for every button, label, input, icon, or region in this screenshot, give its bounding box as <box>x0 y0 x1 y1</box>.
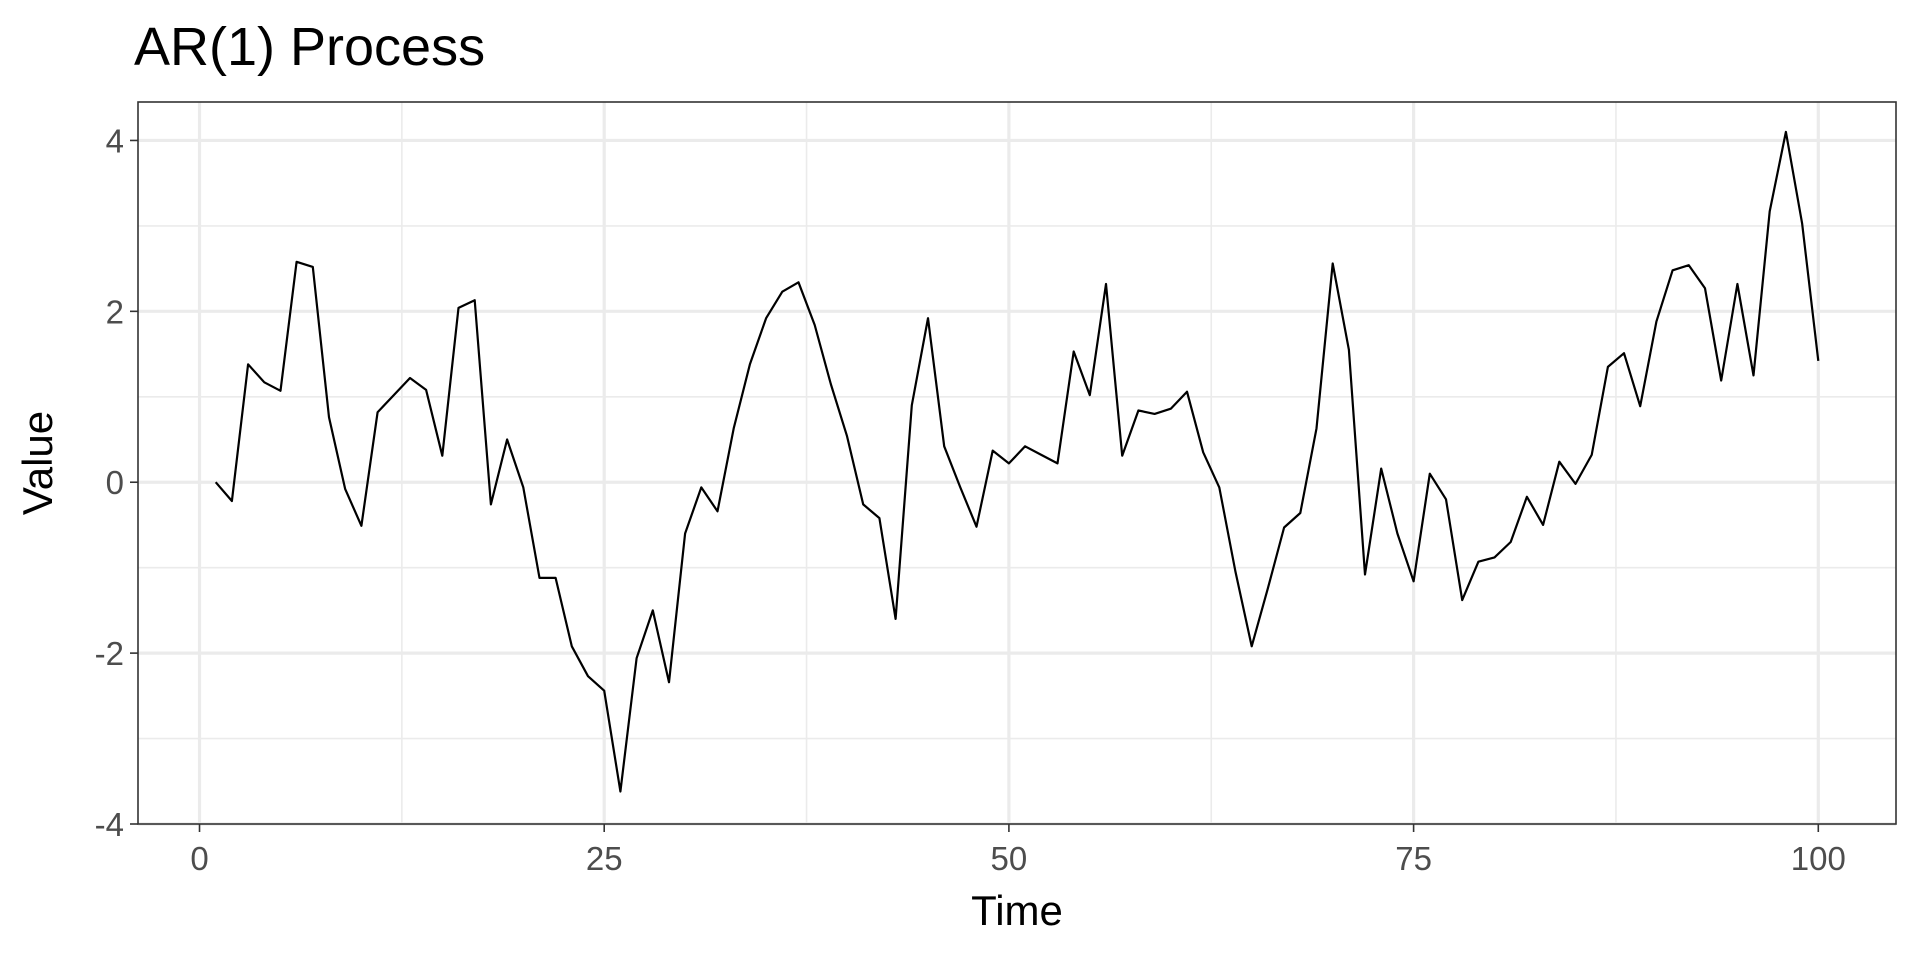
y-tick-label: -4 <box>95 806 124 843</box>
series-layer <box>214 130 1820 793</box>
panel-background <box>138 102 1896 824</box>
x-tick-label: 0 <box>190 840 208 877</box>
y-axis: -4 -2 0 2 4 <box>95 122 138 843</box>
y-tick-label: 4 <box>106 122 124 159</box>
x-tick-label: 100 <box>1791 840 1846 877</box>
x-axis: 0 25 50 75 100 <box>190 824 1846 877</box>
x-tick-label: 50 <box>991 840 1028 877</box>
y-tick-label: 0 <box>106 464 124 501</box>
x-tick-label: 25 <box>586 840 623 877</box>
plot-panel <box>137 101 1897 826</box>
series-line <box>214 130 1820 793</box>
x-axis-title: Time <box>971 887 1063 934</box>
x-tick-label: 75 <box>1395 840 1432 877</box>
y-tick-label: 2 <box>106 293 124 330</box>
y-axis-title: Value <box>14 411 61 515</box>
panel-border <box>137 101 1897 825</box>
chart-title: AR(1) Process <box>134 17 485 77</box>
y-tick-label: -2 <box>95 635 124 672</box>
